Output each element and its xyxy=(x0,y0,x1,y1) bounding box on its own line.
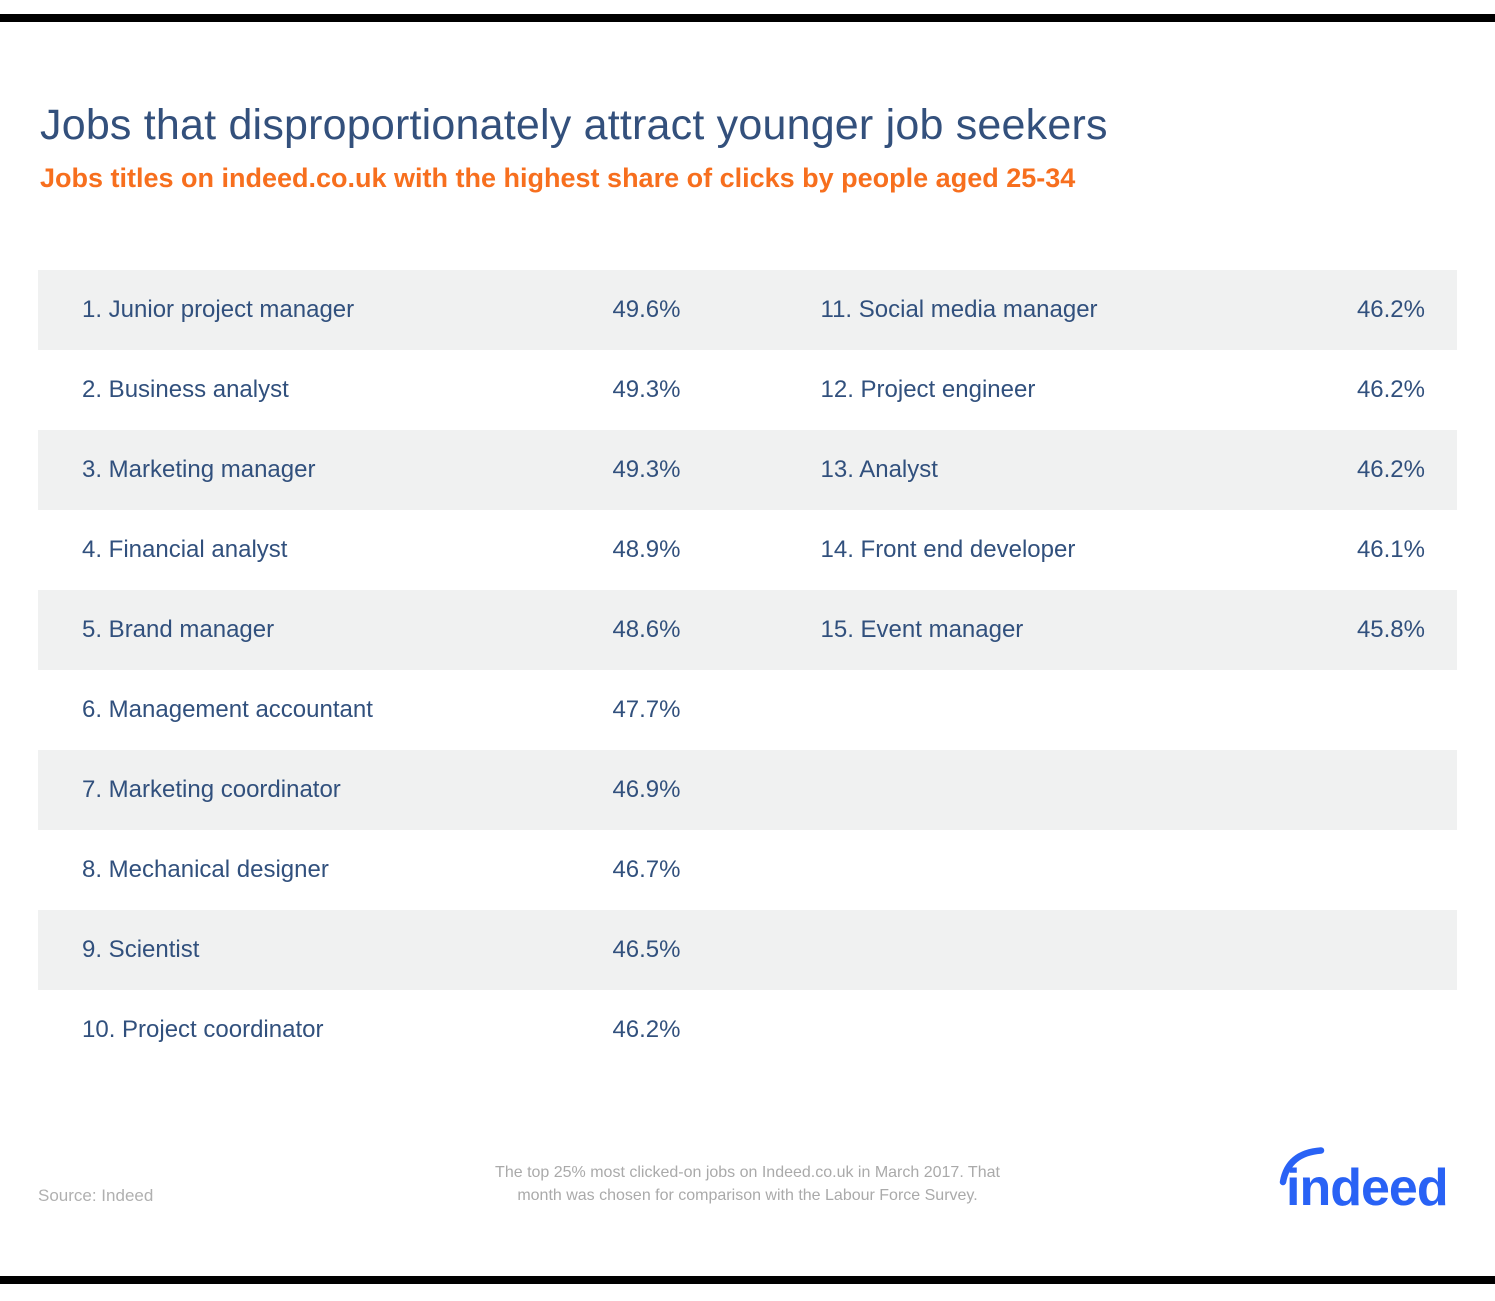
job-cell: 1. Junior project manager 49.6% xyxy=(38,270,748,350)
table-row: 1. Junior project manager 49.6% 11. Social… xyxy=(38,270,1457,350)
job-label: 9. Scientist xyxy=(82,936,200,963)
job-cell: 11. Social media manager 46.2% xyxy=(748,270,1458,350)
table-row: 7. Marketing coordinator 46.9% xyxy=(38,750,1457,830)
job-label: 14. Front end developer xyxy=(820,536,1076,563)
table-row: 3. Marketing manager 49.3% 13. Analyst 46.2… xyxy=(38,430,1457,510)
job-value: 46.5% xyxy=(612,936,681,963)
job-label: 10. Project coordinator xyxy=(82,1016,324,1043)
table-row: 10. Project coordinator 46.2% xyxy=(38,990,1457,1070)
logo-wordmark: indeed xyxy=(1286,1159,1448,1211)
top-divider-bar xyxy=(0,14,1495,22)
job-cell: 15. Event manager 45.8% xyxy=(748,590,1458,670)
job-value: 46.9% xyxy=(612,776,681,803)
job-value: 46.2% xyxy=(1356,456,1425,483)
job-value: 46.2% xyxy=(1356,376,1425,403)
job-label: 13. Analyst xyxy=(820,456,938,483)
job-value: 46.1% xyxy=(1356,536,1425,563)
job-cell: 3. Marketing manager 49.3% xyxy=(38,430,748,510)
job-value: 47.7% xyxy=(612,696,681,723)
job-value: 45.8% xyxy=(1356,616,1425,643)
jobs-table: 1. Junior project manager 49.6% 11. Social… xyxy=(38,270,1457,1070)
footnote-line: The top 25% most clicked-on jobs on Inde… xyxy=(495,1164,1000,1181)
job-value: 46.7% xyxy=(612,856,681,883)
job-cell: 7. Marketing coordinator 46.9% xyxy=(38,750,748,830)
job-label: 5. Brand manager xyxy=(82,616,275,643)
table-row: 4. Financial analyst 48.9% 14. Front end d… xyxy=(38,510,1457,590)
job-label: 4. Financial analyst xyxy=(82,536,288,563)
job-label: 1. Junior project manager xyxy=(82,296,355,323)
job-cell: 8. Mechanical designer 46.7% xyxy=(38,830,748,910)
table-row: 8. Mechanical designer 46.7% xyxy=(38,830,1457,910)
indeed-logo: indeed xyxy=(1279,1147,1449,1211)
job-value: 46.2% xyxy=(612,1016,681,1043)
job-value: 48.9% xyxy=(612,536,681,563)
bottom-divider-bar xyxy=(0,1276,1495,1284)
table-row: 6. Management accountant 47.7% xyxy=(38,670,1457,750)
job-cell: 12. Project engineer 46.2% xyxy=(748,350,1458,430)
job-label: 11. Social media manager xyxy=(820,296,1098,323)
job-label: 6. Management accountant xyxy=(82,696,373,723)
job-cell xyxy=(748,910,1458,990)
job-cell: 10. Project coordinator 46.2% xyxy=(38,990,748,1070)
job-label: 12. Project engineer xyxy=(820,376,1036,403)
job-cell xyxy=(748,670,1458,750)
table-row: 5. Brand manager 48.6% 15. Event manager 45… xyxy=(38,590,1457,670)
table-row: 2. Business analyst 49.3% 12. Project engi… xyxy=(38,350,1457,430)
job-label: 8. Mechanical designer xyxy=(82,856,329,883)
footnote-line: month was chosen for comparison with the… xyxy=(517,1187,978,1204)
job-cell: 2. Business analyst 49.3% xyxy=(38,350,748,430)
job-cell xyxy=(748,830,1458,910)
page-subtitle: Jobs titles on indeed.co.uk with the hig… xyxy=(40,163,1076,193)
job-value: 49.6% xyxy=(612,296,681,323)
job-value: 49.3% xyxy=(612,376,681,403)
job-cell: 4. Financial analyst 48.9% xyxy=(38,510,748,590)
job-cell: 13. Analyst 46.2% xyxy=(748,430,1458,510)
page-title: Jobs that disproportionately attract you… xyxy=(40,101,1108,149)
job-value: 49.3% xyxy=(612,456,681,483)
job-cell xyxy=(748,750,1458,830)
job-value: 48.6% xyxy=(612,616,681,643)
job-cell: 5. Brand manager 48.6% xyxy=(38,590,748,670)
source-text: Source: Indeed xyxy=(38,1186,154,1205)
job-value: 46.2% xyxy=(1356,296,1425,323)
footnote: The top 25% most clicked-on jobs on Inde… xyxy=(0,1161,1495,1207)
logo-swoosh-icon xyxy=(1279,1147,1325,1186)
job-cell: 9. Scientist 46.5% xyxy=(38,910,748,990)
job-label: 3. Marketing manager xyxy=(82,456,316,483)
job-cell: 14. Front end developer 46.1% xyxy=(748,510,1458,590)
job-label: 7. Marketing coordinator xyxy=(82,776,341,803)
job-label: 2. Business analyst xyxy=(82,376,289,403)
job-cell xyxy=(748,990,1458,1070)
table-row: 9. Scientist 46.5% xyxy=(38,910,1457,990)
job-label: 15. Event manager xyxy=(820,616,1024,643)
job-cell: 6. Management accountant 47.7% xyxy=(38,670,748,750)
